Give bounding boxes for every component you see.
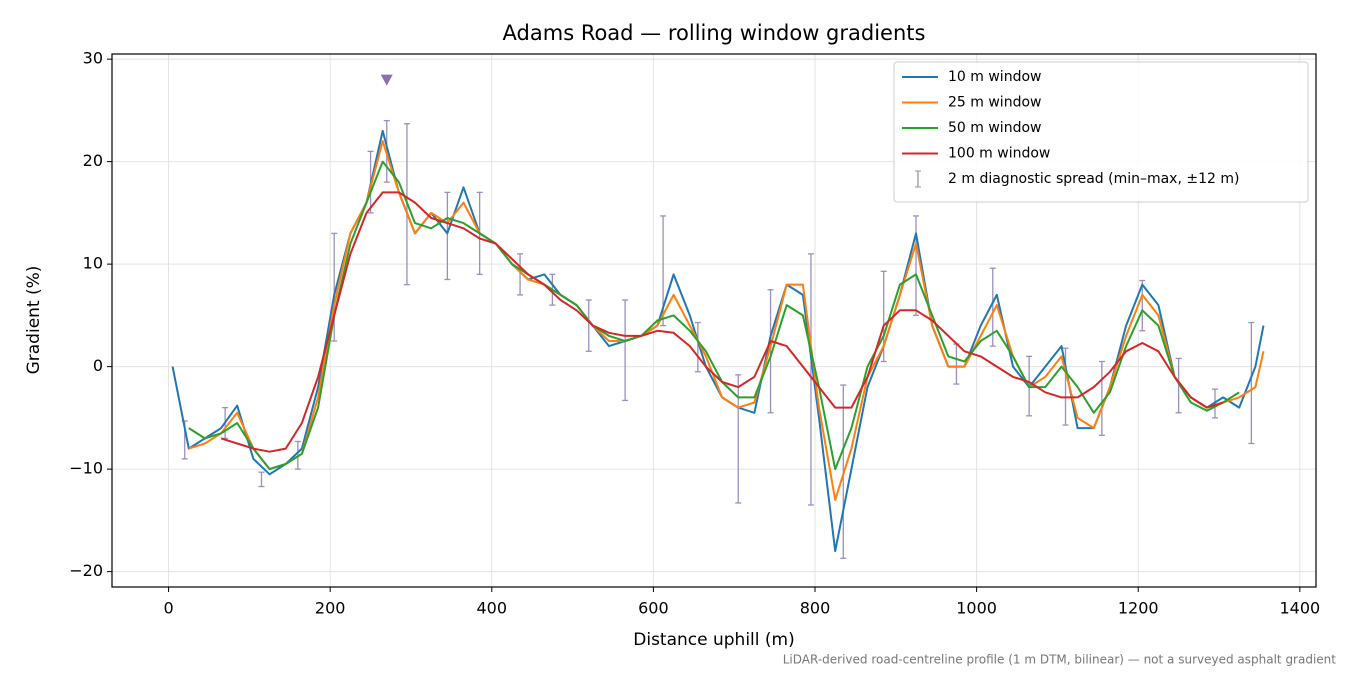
error-bar bbox=[767, 289, 774, 414]
y-axis-label: Gradient (%) bbox=[24, 266, 44, 375]
error-bar bbox=[1175, 357, 1182, 414]
line-series bbox=[220, 191, 1224, 453]
line-series bbox=[188, 140, 1265, 501]
x-tick-label: 0 bbox=[163, 599, 173, 618]
error-bar bbox=[331, 232, 338, 342]
legend: 10 m window 25 m window 50 m window 100 m w… bbox=[893, 61, 1309, 203]
x-tick-label: 1200 bbox=[1118, 599, 1159, 618]
error-bar bbox=[258, 471, 265, 488]
x-tick-label: 1000 bbox=[956, 599, 997, 618]
chart-title: Adams Road — rolling window gradients bbox=[503, 21, 926, 45]
line-series bbox=[188, 160, 1240, 471]
x-tick-label: 1400 bbox=[1279, 599, 1320, 618]
y-tick-label: −20 bbox=[69, 561, 103, 580]
error-bar bbox=[1062, 347, 1069, 426]
x-tick-label: 400 bbox=[477, 599, 508, 618]
error-bar bbox=[735, 374, 742, 504]
legend-label: 10 m window bbox=[948, 69, 1041, 85]
peak-marker bbox=[380, 74, 393, 86]
error-bar bbox=[622, 299, 629, 402]
x-tick-label: 200 bbox=[315, 599, 346, 618]
plot-frame bbox=[111, 53, 1317, 588]
y-tick-label: 10 bbox=[83, 254, 103, 273]
x-tick-label: 800 bbox=[800, 599, 831, 618]
error-bar bbox=[585, 299, 592, 352]
x-tick-label: 600 bbox=[638, 599, 669, 618]
error-bar bbox=[1139, 279, 1146, 332]
error-bar bbox=[694, 321, 701, 373]
x-axis-label: Distance uphill (m) bbox=[633, 630, 794, 650]
error-bar bbox=[913, 215, 920, 317]
y-tick-label: −10 bbox=[69, 459, 103, 478]
y-tick-label: 20 bbox=[83, 151, 103, 170]
y-tick-label: 0 bbox=[93, 356, 103, 375]
legend-label: 50 m window bbox=[948, 120, 1041, 136]
footnote: LiDAR-derived road-centreline profile (1… bbox=[783, 653, 1337, 667]
error-bar bbox=[953, 343, 960, 385]
error-bar bbox=[807, 253, 814, 506]
error-bar bbox=[1098, 360, 1105, 436]
error-bar bbox=[444, 191, 451, 281]
legend-label: 100 m window bbox=[948, 146, 1050, 162]
legend-label: 2 m diagnostic spread (min–max, ±12 m) bbox=[948, 171, 1239, 187]
legend-label: 25 m window bbox=[948, 95, 1041, 111]
y-tick-label: 30 bbox=[83, 49, 103, 68]
error-bar bbox=[1248, 321, 1255, 445]
legend-frame bbox=[893, 61, 1309, 203]
error-bar bbox=[517, 253, 524, 296]
